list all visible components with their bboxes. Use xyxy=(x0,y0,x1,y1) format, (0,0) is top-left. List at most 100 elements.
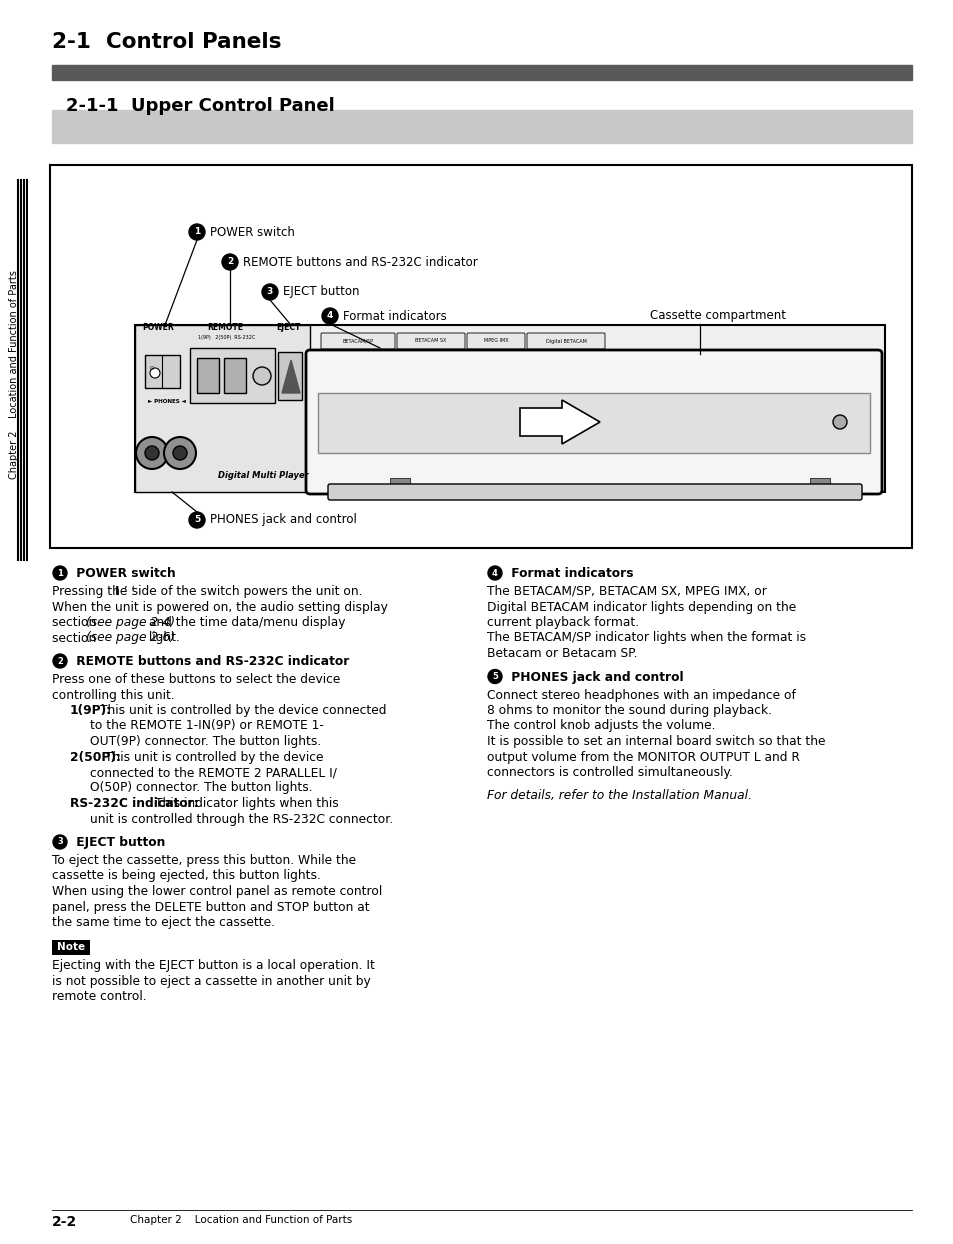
Circle shape xyxy=(136,437,168,469)
Text: panel, press the DELETE button and STOP button at: panel, press the DELETE button and STOP … xyxy=(52,901,369,913)
FancyBboxPatch shape xyxy=(396,333,464,350)
Bar xyxy=(190,348,274,403)
Text: and the time data/menu display: and the time data/menu display xyxy=(145,616,345,629)
Bar xyxy=(145,355,180,388)
Text: It is possible to set an internal board switch so that the: It is possible to set an internal board … xyxy=(486,735,824,748)
Circle shape xyxy=(53,835,67,848)
Text: ’ side of the switch powers the unit on.: ’ side of the switch powers the unit on. xyxy=(119,585,362,598)
Text: section: section xyxy=(52,632,100,644)
Text: The control knob adjusts the volume.: The control knob adjusts the volume. xyxy=(486,719,715,733)
Text: 2(50P):: 2(50P): xyxy=(70,750,121,764)
Text: (see page 2-6): (see page 2-6) xyxy=(86,632,174,644)
Text: 1(9P)   2(50P)  RS-232C: 1(9P) 2(50P) RS-232C xyxy=(198,335,255,340)
Bar xyxy=(52,939,90,954)
Circle shape xyxy=(189,513,205,527)
Text: Format indicators: Format indicators xyxy=(506,567,633,580)
Text: RS-232C indicator:: RS-232C indicator: xyxy=(70,797,198,810)
FancyBboxPatch shape xyxy=(320,333,395,350)
Text: MPEG IMX: MPEG IMX xyxy=(483,338,508,343)
Text: REMOTE: REMOTE xyxy=(207,323,243,332)
Text: light.: light. xyxy=(145,632,179,644)
Text: Connect stereo headphones with an impedance of: Connect stereo headphones with an impeda… xyxy=(486,688,795,702)
Circle shape xyxy=(53,566,67,580)
Text: 3: 3 xyxy=(57,837,63,846)
Text: 3: 3 xyxy=(267,287,273,296)
Text: cassette is being ejected, this button lights.: cassette is being ejected, this button l… xyxy=(52,870,320,882)
Text: EJECT: EJECT xyxy=(275,323,300,332)
Text: Format indicators: Format indicators xyxy=(343,310,446,322)
Circle shape xyxy=(189,224,205,240)
Text: EJECT button: EJECT button xyxy=(71,836,165,848)
Text: Cassette compartment: Cassette compartment xyxy=(649,310,785,322)
Bar xyxy=(390,478,410,490)
FancyBboxPatch shape xyxy=(306,350,882,494)
FancyBboxPatch shape xyxy=(467,333,524,350)
Bar xyxy=(196,358,219,393)
Text: When the unit is powered on, the audio setting display: When the unit is powered on, the audio s… xyxy=(52,601,388,613)
Circle shape xyxy=(832,415,846,429)
Text: connectors is controlled simultaneously.: connectors is controlled simultaneously. xyxy=(486,766,732,779)
Bar xyxy=(52,65,911,80)
Circle shape xyxy=(488,566,501,580)
Bar xyxy=(277,352,302,401)
Text: (see page 2-4): (see page 2-4) xyxy=(86,616,174,629)
Text: 4: 4 xyxy=(327,311,333,321)
Text: Digital BETACAM indicator lights depending on the: Digital BETACAM indicator lights dependi… xyxy=(486,601,796,613)
Text: Note: Note xyxy=(57,942,85,952)
Text: BETACAM/SP: BETACAM/SP xyxy=(342,338,374,343)
Text: 2-1-1  Upper Control Panel: 2-1-1 Upper Control Panel xyxy=(66,97,335,114)
Text: BETACAM SX: BETACAM SX xyxy=(415,338,446,343)
Circle shape xyxy=(150,368,160,378)
Bar xyxy=(135,325,310,491)
Text: To eject the cassette, press this button. While the: To eject the cassette, press this button… xyxy=(52,853,355,867)
Text: 2-1  Control Panels: 2-1 Control Panels xyxy=(52,32,281,52)
Text: This unit is controlled by the device connected: This unit is controlled by the device co… xyxy=(100,704,387,717)
Text: OUT(9P) connector. The button lights.: OUT(9P) connector. The button lights. xyxy=(90,735,321,748)
Text: Chapter 2    Location and Function of Parts: Chapter 2 Location and Function of Parts xyxy=(9,270,19,479)
Text: O: O xyxy=(150,366,154,371)
Text: Betacam or Betacam SP.: Betacam or Betacam SP. xyxy=(486,647,637,661)
Text: Pressing the ‘: Pressing the ‘ xyxy=(52,585,139,598)
Text: EJECT button: EJECT button xyxy=(283,286,359,299)
Bar xyxy=(52,109,911,143)
Circle shape xyxy=(222,254,237,270)
Text: Digital Multi Player: Digital Multi Player xyxy=(218,471,309,480)
Circle shape xyxy=(172,447,187,460)
Text: 1: 1 xyxy=(57,569,63,577)
Circle shape xyxy=(253,367,271,384)
Text: output volume from the MONITOR OUTPUT L and R: output volume from the MONITOR OUTPUT L … xyxy=(486,750,799,764)
Circle shape xyxy=(53,654,67,668)
Text: 5: 5 xyxy=(193,515,200,525)
Text: For details, refer to the Installation Manual.: For details, refer to the Installation M… xyxy=(486,790,751,802)
Polygon shape xyxy=(282,360,299,393)
FancyBboxPatch shape xyxy=(328,484,862,500)
Text: REMOTE buttons and RS-232C indicator: REMOTE buttons and RS-232C indicator xyxy=(243,255,477,269)
Circle shape xyxy=(262,284,277,300)
Text: I: I xyxy=(115,585,120,598)
Text: When using the lower control panel as remote control: When using the lower control panel as re… xyxy=(52,884,382,898)
Text: to the REMOTE 1-IN(9P) or REMOTE 1-: to the REMOTE 1-IN(9P) or REMOTE 1- xyxy=(90,719,323,733)
Text: O(50P) connector. The button lights.: O(50P) connector. The button lights. xyxy=(90,781,313,795)
Text: controlling this unit.: controlling this unit. xyxy=(52,688,174,702)
Circle shape xyxy=(145,447,159,460)
Text: 1(9P):: 1(9P): xyxy=(70,704,112,717)
Text: 2: 2 xyxy=(227,258,233,266)
Text: 2: 2 xyxy=(57,657,63,666)
Text: the same time to eject the cassette.: the same time to eject the cassette. xyxy=(52,916,274,929)
Text: POWER switch: POWER switch xyxy=(71,567,175,580)
FancyArrow shape xyxy=(519,401,599,444)
Text: current playback format.: current playback format. xyxy=(486,616,639,629)
Text: The BETACAM/SP indicator lights when the format is: The BETACAM/SP indicator lights when the… xyxy=(486,632,805,644)
Circle shape xyxy=(164,437,195,469)
Bar xyxy=(50,165,911,549)
Text: connected to the REMOTE 2 PARALLEL I/: connected to the REMOTE 2 PARALLEL I/ xyxy=(90,766,336,779)
Bar xyxy=(317,393,869,453)
Text: 2-2: 2-2 xyxy=(52,1215,77,1229)
Text: unit is controlled through the RS-232C connector.: unit is controlled through the RS-232C c… xyxy=(90,812,393,826)
Circle shape xyxy=(488,669,501,683)
Text: REMOTE buttons and RS-232C indicator: REMOTE buttons and RS-232C indicator xyxy=(71,656,349,668)
Text: PHONES jack and control: PHONES jack and control xyxy=(506,671,683,683)
Text: remote control.: remote control. xyxy=(52,990,147,1004)
Text: is not possible to eject a cassette in another unit by: is not possible to eject a cassette in a… xyxy=(52,975,371,988)
Text: 1: 1 xyxy=(193,228,200,236)
